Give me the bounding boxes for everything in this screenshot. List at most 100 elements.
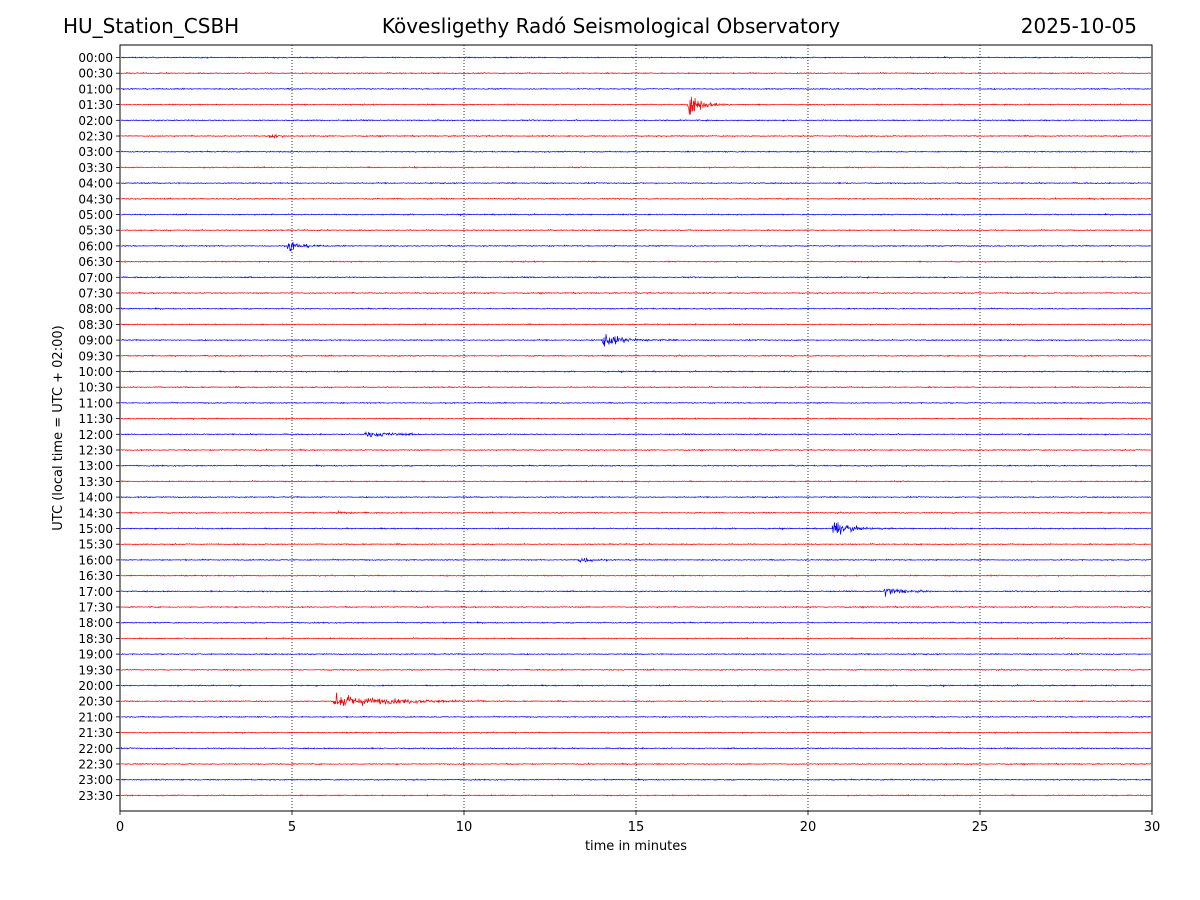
- y-tick-label: 09:00: [78, 334, 113, 348]
- y-tick-label: 06:00: [78, 239, 113, 253]
- trace-row: [120, 55, 1152, 59]
- y-tick-label: 03:00: [78, 145, 113, 159]
- y-tick-label: 14:30: [78, 506, 113, 520]
- trace-row: [120, 448, 1152, 452]
- trace-row: [120, 150, 1152, 154]
- y-tick-label: 05:30: [78, 224, 113, 238]
- trace-row: [120, 96, 1152, 115]
- y-tick-label: 02:30: [78, 130, 113, 144]
- trace-row: [120, 228, 1152, 232]
- trace-row: [120, 71, 1152, 75]
- y-tick-label: 14:00: [78, 491, 113, 505]
- trace-row: [120, 793, 1152, 797]
- x-tick-label: 0: [116, 820, 124, 835]
- y-tick-label: 21:00: [78, 710, 113, 724]
- x-axis-label: time in minutes: [585, 839, 687, 854]
- y-tick-label: 19:00: [78, 648, 113, 662]
- y-tick-label: 04:30: [78, 192, 113, 206]
- trace-row: [120, 479, 1152, 483]
- y-tick-label: 04:00: [78, 177, 113, 191]
- y-tick-label: 23:00: [78, 773, 113, 787]
- y-tick-label: 15:30: [78, 538, 113, 552]
- trace-row: [120, 87, 1152, 91]
- y-tick-label: 07:00: [78, 271, 113, 285]
- trace-row: [120, 762, 1152, 766]
- y-tick-label: 06:30: [78, 255, 113, 269]
- y-tick-label: 10:30: [78, 381, 113, 395]
- y-tick-label: 11:00: [78, 396, 113, 410]
- y-tick-label: 02:00: [78, 114, 113, 128]
- trace-row: [120, 401, 1152, 405]
- y-tick-label: 17:30: [78, 601, 113, 615]
- y-tick-label: 18:00: [78, 616, 113, 630]
- trace-row: [120, 260, 1152, 264]
- trace-row: [120, 668, 1152, 672]
- trace-row: [120, 133, 1152, 139]
- trace-row: [120, 181, 1152, 185]
- y-tick-label: 22:00: [78, 742, 113, 756]
- trace-row: [120, 212, 1152, 217]
- trace-row: [120, 385, 1152, 389]
- y-tick-label: 20:30: [78, 695, 113, 709]
- y-tick-label: 07:30: [78, 287, 113, 301]
- trace-row: [120, 588, 1152, 597]
- trace-row: [120, 731, 1152, 735]
- trace-row: [120, 291, 1152, 295]
- trace-row: [120, 509, 1152, 515]
- trace-row: [120, 369, 1152, 374]
- trace-row: [120, 334, 1152, 347]
- y-tick-label: 00:00: [78, 51, 113, 65]
- y-tick-label: 21:30: [78, 726, 113, 740]
- y-tick-label: 03:30: [78, 161, 113, 175]
- observatory-title: Kövesligethy Radó Seismological Observat…: [381, 14, 841, 38]
- y-tick-label: 13:00: [78, 459, 113, 473]
- trace-row: [120, 692, 1152, 707]
- station-name: HU_Station_CSBH: [63, 14, 240, 38]
- y-tick-label: 11:30: [78, 412, 113, 426]
- trace-row: [120, 746, 1152, 750]
- plot-frame: [119, 44, 1153, 812]
- x-tick-label: 25: [972, 820, 989, 835]
- trace-row: [120, 196, 1152, 201]
- x-tick-label: 20: [800, 820, 817, 835]
- trace-row: [120, 621, 1152, 625]
- trace-row: [120, 605, 1152, 609]
- trace-row: [120, 322, 1152, 326]
- y-tick-label: 00:30: [78, 67, 113, 81]
- y-tick-label: 18:30: [78, 632, 113, 646]
- trace-row: [120, 165, 1152, 170]
- x-tick-label: 15: [628, 820, 645, 835]
- seismic-traces: [120, 55, 1152, 797]
- trace-row: [120, 778, 1152, 782]
- trace-row: [120, 354, 1152, 358]
- y-tick-label: 23:30: [78, 789, 113, 803]
- trace-row: [120, 464, 1152, 468]
- y-tick-label: 19:30: [78, 663, 113, 677]
- x-tick-label: 5: [288, 820, 296, 835]
- trace-row: [120, 542, 1152, 546]
- y-tick-label: 10:00: [78, 365, 113, 379]
- x-tick-label: 30: [1144, 820, 1161, 835]
- y-tick-label: 12:00: [78, 428, 113, 442]
- y-tick-label: 08:30: [78, 318, 113, 332]
- trace-row: [120, 522, 1152, 535]
- record-date: 2025-10-05: [1020, 14, 1137, 38]
- y-tick-label: 17:00: [78, 585, 113, 599]
- y-tick-label: 01:00: [78, 82, 113, 96]
- y-tick-label: 15:00: [78, 522, 113, 536]
- y-tick-label: 22:30: [78, 758, 113, 772]
- trace-row: [120, 495, 1152, 499]
- trace-row: [120, 307, 1152, 311]
- trace-row: [120, 431, 1152, 438]
- y-tick-label: 05:00: [78, 208, 113, 222]
- y-tick-label: 20:00: [78, 679, 113, 693]
- trace-row: [120, 715, 1152, 719]
- y-tick-label: 13:30: [78, 475, 113, 489]
- y-tick-label: 16:00: [78, 553, 113, 567]
- trace-row: [120, 574, 1152, 578]
- y-tick-label: 12:30: [78, 444, 113, 458]
- y-tick-label: 01:30: [78, 98, 113, 112]
- y-tick-label: 09:30: [78, 349, 113, 363]
